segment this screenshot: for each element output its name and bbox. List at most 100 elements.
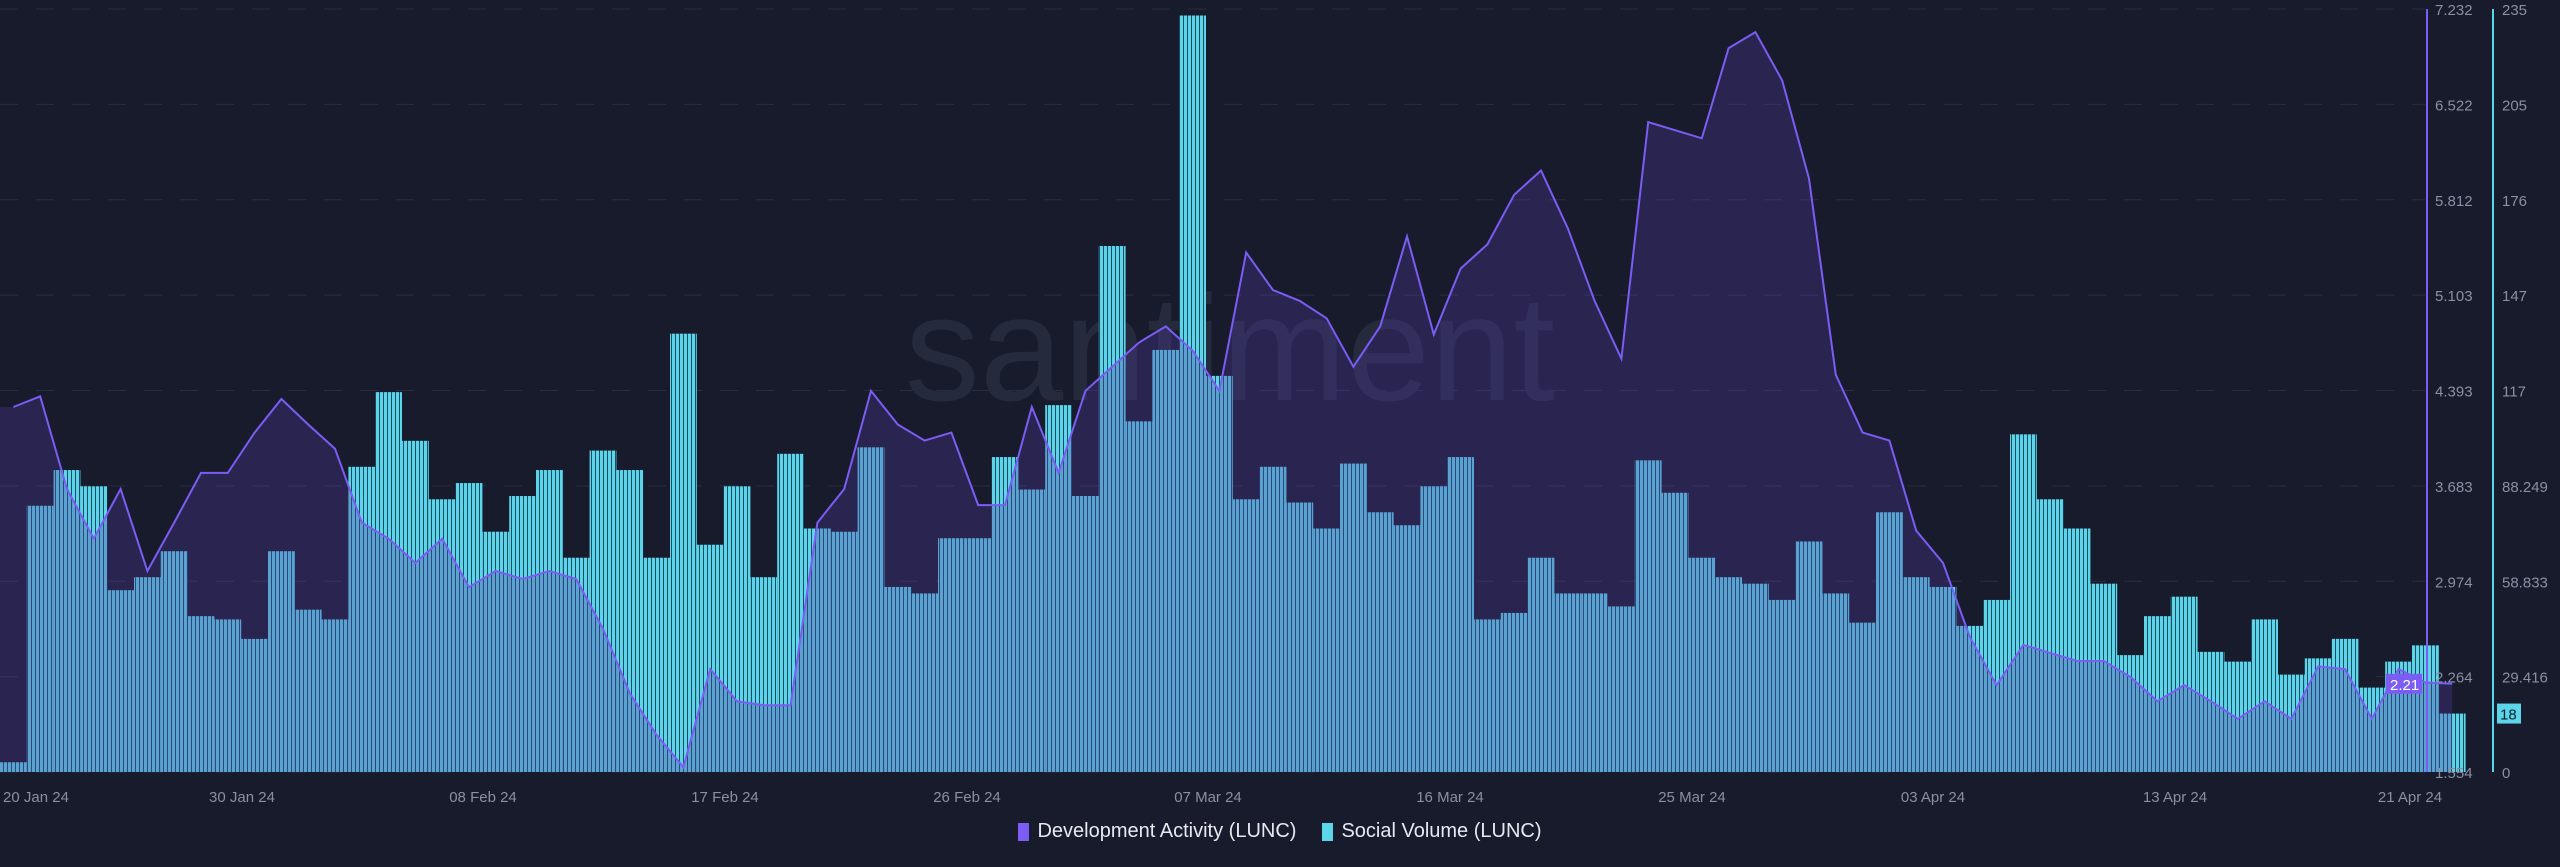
left-axis-tick-label: 1.554 [2435, 765, 2473, 782]
chart: santiment 7.2322356.5222055.8121765.1031… [0, 2, 2548, 806]
social-volume-bar [1688, 557, 1716, 772]
social-volume-bar [857, 447, 885, 772]
social-volume-bar [777, 453, 804, 772]
social-volume-bar [670, 333, 697, 772]
social-volume-bar [1527, 557, 1555, 772]
dev-activity-last-value-badge [2386, 673, 2422, 694]
legend-label: Development Activity (LUNC) [1037, 820, 1297, 842]
development-activity-line [13, 30, 2453, 770]
social-volume-bar [696, 544, 724, 772]
dev-activity-last-value: 2.21 [2390, 677, 2419, 694]
x-axis-tick-label: 16 Mar 24 [1416, 789, 1484, 806]
social-volume-bar [455, 483, 483, 772]
x-axis-tick-label: 20 Jan 24 [3, 789, 69, 806]
social-volume-bar [1259, 466, 1287, 772]
social-volume-bar [1956, 625, 1984, 772]
social-volume-bar [2197, 651, 2225, 772]
social-volume-bar [2278, 674, 2305, 772]
social-volume-bar [1715, 577, 1742, 772]
x-axis-tick-label: 21 Apr 24 [2378, 789, 2442, 806]
legend-label: Social Volume (LUNC) [1341, 820, 1542, 842]
legend-item-social-volume[interactable]: Social Volume (LUNC) [1322, 820, 1542, 843]
social-volume-bar [1313, 528, 1340, 772]
social-volume-bars [0, 15, 2466, 773]
right-axis-tick-label: 117 [2502, 384, 2526, 401]
social-volume-bar [1125, 421, 1153, 772]
social-volume-bar [562, 557, 590, 772]
social-volume-bar [294, 609, 322, 772]
social-volume-bar [536, 470, 563, 772]
social-volume-bar [1447, 457, 1474, 772]
social-volume-bar [2010, 434, 2037, 772]
x-axis-tick-label: 17 Feb 24 [691, 789, 759, 806]
social-volume-bar [884, 586, 912, 772]
social-volume-bar [911, 593, 938, 772]
x-axis-tick-label: 26 Feb 24 [933, 789, 1001, 806]
social-volume-bar [1286, 502, 1314, 772]
social-volume-bar [616, 470, 644, 772]
social-volume-bar [321, 619, 349, 772]
x-axis-tick-label: 08 Feb 24 [449, 789, 517, 806]
social-volume-bar [1929, 586, 1957, 772]
social-volume-bar [964, 538, 992, 772]
x-axis-tick-label: 07 Mar 24 [1174, 789, 1242, 806]
left-axis-tick-label: 4.393 [2435, 384, 2473, 401]
x-axis-tick-label: 25 Mar 24 [1658, 789, 1726, 806]
social-volume-bar [1152, 349, 1180, 772]
social-volume-bar [1340, 463, 1367, 772]
social-volume-bar [2224, 661, 2252, 772]
social-volume-bar [1876, 512, 1903, 772]
right-axis-tick-label: 29.416 [2502, 670, 2548, 687]
social-volume-bar [187, 616, 215, 772]
social-volume-bar [509, 496, 536, 772]
social-volume-bar [402, 440, 429, 772]
social-volume-bar [160, 551, 188, 772]
social-volume-bar [1045, 405, 1072, 772]
social-volume-bar [1018, 489, 1046, 772]
left-axis-tick-label: 3.683 [2435, 479, 2473, 496]
left-axis-tick-label: 2.264 [2435, 670, 2473, 687]
social-volume-bar [53, 470, 81, 772]
social-volume-bar [1608, 606, 1635, 772]
social-volume-bar [2117, 655, 2144, 772]
social-volume-bar [723, 486, 751, 772]
social-volume-bar [830, 531, 858, 772]
x-axis-tick-label: 13 Apr 24 [2143, 789, 2207, 806]
social-volume-bar [2331, 638, 2359, 772]
legend-swatch-icon [1018, 822, 1030, 841]
social-volume-bar [1098, 246, 1126, 772]
social-volume-bar [1742, 583, 1769, 772]
social-volume-bar [991, 457, 1019, 772]
social-volume-bar [1768, 599, 1796, 772]
left-axis-tick-label: 7.232 [2435, 2, 2473, 19]
social-volume-last-value-badge [2497, 703, 2521, 724]
right-axis-tick-label: 176 [2502, 193, 2527, 210]
social-volume-bar [214, 619, 242, 772]
social-volume-bar [107, 590, 134, 772]
left-axis-tick-label: 5.103 [2435, 288, 2473, 305]
social-volume-bar [2304, 658, 2332, 772]
social-volume-bar [1179, 15, 1206, 773]
right-axis-tick-label: 205 [2502, 97, 2527, 114]
social-volume-bar [26, 505, 54, 772]
legend-item-development-activity[interactable]: Development Activity (LUNC) [1018, 820, 1296, 843]
legend: Development Activity (LUNC) Social Volum… [0, 820, 2560, 843]
x-axis-tick-label: 03 Apr 24 [1901, 789, 1965, 806]
social-volume-bar [2090, 583, 2118, 772]
left-axis-tick-label: 2.974 [2435, 574, 2473, 591]
social-volume-bar [375, 392, 402, 772]
x-axis-tick-label: 30 Jan 24 [209, 789, 275, 806]
left-axis-tick-label: 5.812 [2435, 193, 2473, 210]
right-axis-tick-label: 88.249 [2502, 479, 2548, 496]
social-volume-bar [80, 486, 108, 772]
social-volume-bar [1393, 525, 1421, 772]
right-axis-tick-label: 0 [2502, 765, 2510, 782]
legend-swatch-icon [1322, 822, 1334, 841]
social-volume-bar [1661, 492, 1689, 772]
social-volume-bar [804, 528, 831, 772]
right-axis-tick-label: 58.833 [2502, 574, 2548, 591]
social-volume-bar [241, 638, 268, 772]
axes: 7.232 235 6.522 205 5.812 176 5.103 147 4.393 117… [3, 2, 2548, 806]
social-volume-bar [1634, 460, 1662, 772]
social-volume-bar [1420, 486, 1448, 772]
